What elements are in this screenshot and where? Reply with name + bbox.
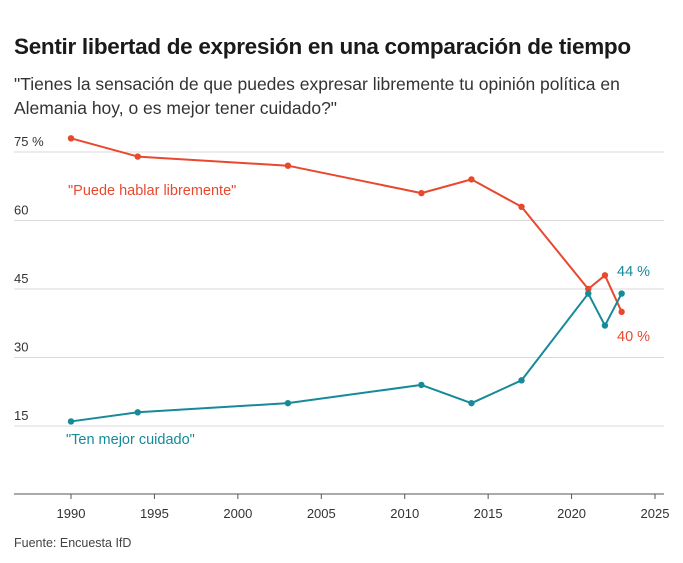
- x-tick-label: 2010: [390, 506, 419, 521]
- series-line-0: [70, 137, 623, 313]
- chart-labels: 75 % 60 45 30 15 1990 1995 2000 2005 2010 2015 2020…: [14, 134, 669, 521]
- series-label: "Puede hablar libremente": [68, 183, 236, 199]
- data-point: [468, 176, 475, 183]
- series-lines: [67, 135, 625, 425]
- x-tick-label: 1990: [57, 506, 86, 521]
- data-point: [468, 399, 475, 407]
- x-axis: [14, 493, 664, 499]
- x-tick-label: 2005: [307, 506, 336, 521]
- data-point: [518, 377, 525, 384]
- data-point: [284, 399, 292, 407]
- data-point: [67, 418, 75, 425]
- data-point: [585, 290, 592, 297]
- data-point: [601, 322, 609, 329]
- x-tick-label: 2015: [474, 506, 503, 521]
- x-tick-label: 2000: [223, 506, 252, 521]
- y-tick-label: 75 %: [14, 134, 44, 149]
- y-tick-label: 30: [14, 340, 28, 355]
- series-label: "Ten mejor cuidado": [66, 432, 195, 448]
- chart-subtitle: "Tienes la sensación de que puedes expre…: [14, 74, 620, 118]
- data-point: [67, 135, 75, 142]
- data-point: [418, 381, 425, 389]
- x-tick-label: 1995: [140, 506, 169, 521]
- data-point: [134, 153, 141, 160]
- source-note: Fuente: Encuesta IfD: [14, 536, 132, 550]
- x-tick-label: 2025: [641, 506, 670, 521]
- data-point: [618, 308, 625, 316]
- y-tick-label: 45: [14, 271, 28, 286]
- x-tick-label: 2020: [557, 506, 586, 521]
- data-point: [518, 203, 525, 210]
- data-point: [601, 272, 609, 279]
- data-point: [585, 285, 592, 293]
- chart-title: Sentir libertad de expresión en una comp…: [14, 34, 631, 59]
- data-point: [418, 189, 425, 197]
- end-value-label: 40 %: [617, 329, 650, 345]
- line-chart: 75 % 60 45 30 15 1990 1995 2000 2005 2010 2015 2020…: [14, 134, 669, 521]
- end-value-label: 44 %: [617, 264, 650, 280]
- data-point: [284, 162, 292, 169]
- y-tick-label: 60: [14, 203, 28, 218]
- data-point: [134, 409, 141, 416]
- y-tick-label: 15: [14, 408, 28, 423]
- data-point: [618, 290, 625, 297]
